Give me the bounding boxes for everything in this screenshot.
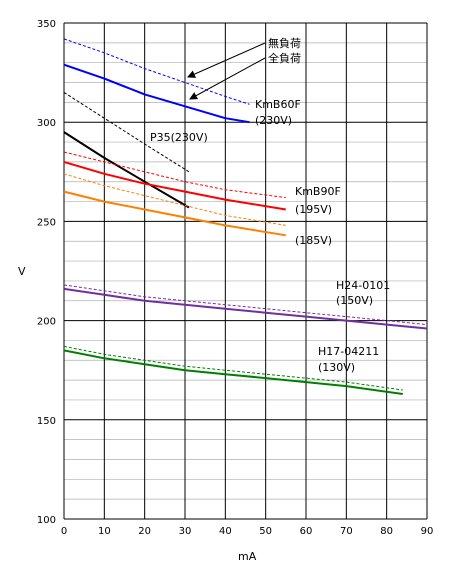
arrow-no-load [187,42,266,78]
x-tick-label: 30 [179,526,192,537]
x-axis-label: mA [238,550,257,563]
annotation-185v: (185V) [295,234,332,247]
series-line-kmb90f-full-load [63,160,286,211]
series-line-p35-none-load [63,91,190,173]
x-tick-label: 50 [259,526,272,537]
x-tick-label: 0 [61,526,67,537]
annotation-no-load: 無負荷 [268,36,301,50]
y-tick-label: 150 [37,416,56,427]
annotation-p35: P35(230V) [150,131,208,144]
x-tick-label: 10 [98,526,111,537]
annotation-kmb90f-volt: (195V) [295,203,332,216]
series-line-kmb90f-none-load [63,151,286,199]
annotation-h17-volt: (130V) [318,361,355,374]
series-line-kmb90f-185v--full-load [63,190,286,237]
y-tick-label: 100 [37,515,56,526]
x-tick-label: 80 [380,526,393,537]
series-line-h17-04211-none-load [63,345,403,391]
grid [63,22,428,520]
series-line-kmb60f-none-load [63,38,250,105]
series-group [63,38,428,395]
y-tick-label: 350 [37,19,56,30]
annotation-kmb60f-volt: (230V) [255,114,292,127]
x-tick-label: 60 [300,526,313,537]
y-tick-label: 300 [37,118,56,129]
y-axis-label: V [18,265,26,278]
annotation-kmb90f-name: KmB90F [295,185,341,198]
annotation-h24-volt: (150V) [336,294,373,307]
series-line-h17-04211-full-load [63,349,403,395]
series-line-kmb60f-full-load [63,63,250,124]
annotation-full-load: 全負荷 [268,51,301,65]
y-tick-label: 250 [37,217,56,228]
series-line-kmb90f-185v--none-load [63,173,286,226]
y-tick-label: 200 [37,317,56,328]
series-line-h24-0101-none-load [63,284,428,326]
annotation-kmb60f-name: KmB60F [255,98,301,111]
tick-labels: 100 150 200 250 300 350 0 10 20 30 40 50 60 70 80 90 [37,19,433,537]
series-line-p35-full-load [63,131,190,209]
arrow-full-load [189,57,266,100]
x-tick-label: 70 [340,526,353,537]
x-tick-label: 40 [219,526,232,537]
x-tick-label: 20 [138,526,151,537]
annotation-h17-name: H17-04211 [318,345,379,358]
annotation-h24-name: H24-0101 [336,279,390,292]
series-line-h24-0101-full-load [63,287,428,330]
x-tick-label: 90 [421,526,434,537]
